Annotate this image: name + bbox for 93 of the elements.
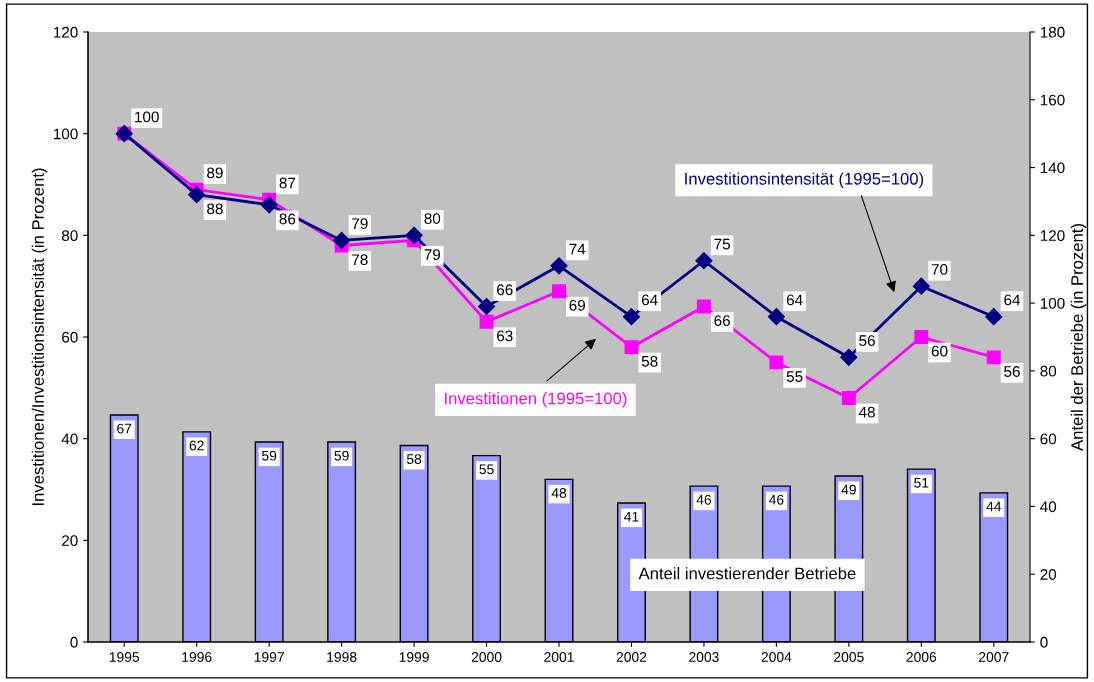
data-label: 64 <box>641 294 658 306</box>
data-label: 67 <box>117 423 132 434</box>
y2-tick-label: 20 <box>1040 569 1057 580</box>
y-tick-label: 0 <box>70 636 78 648</box>
y-tick-label: 20 <box>62 535 78 547</box>
point <box>333 231 351 249</box>
point <box>622 308 641 326</box>
point <box>477 297 496 316</box>
data-label: 100 <box>135 111 159 123</box>
point <box>405 226 423 244</box>
point <box>914 330 929 344</box>
data-label: 75 <box>714 238 730 250</box>
point <box>841 391 856 405</box>
data-label: 63 <box>497 330 513 342</box>
point <box>552 284 566 299</box>
point <box>624 340 639 355</box>
data-label: 58 <box>641 355 658 367</box>
data-label: 56 <box>1004 366 1020 377</box>
data-label: 58 <box>406 454 422 464</box>
data-label: 80 <box>424 213 441 224</box>
data-label: 79 <box>424 249 441 260</box>
y2-tick-label: 140 <box>1040 162 1065 174</box>
data-label: 66 <box>497 284 513 296</box>
point <box>479 314 494 329</box>
point <box>767 308 785 326</box>
y2-tick-label: 180 <box>1040 26 1065 38</box>
x-tick-label: 2007 <box>979 652 1009 662</box>
x-tick-label: 2002 <box>616 652 647 662</box>
data-label: 48 <box>858 406 875 418</box>
y-tick-label: 40 <box>61 433 78 445</box>
y2-tick-label: 40 <box>1040 501 1057 513</box>
x-tick-label: 1996 <box>182 652 212 662</box>
data-label: 55 <box>479 464 494 475</box>
x-tick-label: 2003 <box>689 652 719 662</box>
x-tick-label: 2001 <box>544 652 574 662</box>
y2-tick-label: 80 <box>1040 365 1057 377</box>
series-label: Anteil investierender Betriebe <box>638 567 856 580</box>
data-label: 56 <box>859 335 875 346</box>
data-label: 79 <box>352 218 368 230</box>
point <box>550 257 568 275</box>
x-tick-label: 1998 <box>327 652 357 662</box>
y2-tick-label: 60 <box>1040 433 1057 445</box>
x-tick-label: 2005 <box>834 652 864 662</box>
data-label: 89 <box>207 167 223 179</box>
point <box>840 348 858 366</box>
data-label: 87 <box>279 177 296 189</box>
data-label: 64 <box>1004 294 1021 306</box>
data-label: 49 <box>841 484 856 495</box>
data-label: 44 <box>986 501 1002 512</box>
y2-tick-label: 120 <box>1040 230 1065 242</box>
y2-tick-label: 100 <box>1040 297 1065 309</box>
data-label: 66 <box>714 315 730 327</box>
text: Investitionsintensität (1995=100) <box>685 172 924 188</box>
data-label: 62 <box>189 440 204 451</box>
y-tick-label: 120 <box>53 26 78 38</box>
x-tick-label: 2006 <box>906 652 937 662</box>
data-label: 46 <box>696 494 712 505</box>
data-label: 59 <box>334 450 349 461</box>
y-tick-label: 100 <box>53 128 78 140</box>
data-label: 69 <box>569 299 585 311</box>
point <box>986 350 1001 365</box>
data-label: 78 <box>352 254 368 266</box>
y-tick-label: 60 <box>62 331 78 343</box>
data-label: 88 <box>207 203 223 215</box>
data-label: 48 <box>551 488 567 498</box>
data-label: 59 <box>261 450 277 461</box>
point <box>696 299 711 314</box>
point <box>695 252 713 270</box>
y-tick-label: 80 <box>61 230 78 242</box>
point <box>985 308 1003 326</box>
data-label: 60 <box>931 345 948 357</box>
y2-tick-label: 160 <box>1040 94 1065 106</box>
x-tick-label: 1997 <box>254 652 284 662</box>
x-tick-label: 1999 <box>399 652 429 662</box>
data-label: 41 <box>624 511 639 522</box>
x-tick-label: 2000 <box>471 652 502 662</box>
point <box>260 196 278 214</box>
data-label: 74 <box>569 243 586 255</box>
y-axis-title: Investitionen/Investitionsintensität (in Prozent) <box>31 168 48 505</box>
y2-tick-label: 0 <box>1040 636 1048 648</box>
y2-axis-title: Anteil der Betriebe (in Prozent) <box>1070 224 1087 451</box>
data-label: 55 <box>786 371 803 382</box>
data-label: 64 <box>786 294 803 306</box>
x-tick-label: 1995 <box>109 652 140 662</box>
point <box>912 277 930 295</box>
point <box>769 355 784 370</box>
data-label: 51 <box>914 478 929 488</box>
text: Investitionen (1995=100) <box>445 392 627 408</box>
data-label: 70 <box>931 264 948 275</box>
x-tick-label: 2004 <box>761 652 792 662</box>
data-label: 86 <box>279 213 296 225</box>
data-label: 46 <box>768 494 784 505</box>
point <box>188 186 206 204</box>
